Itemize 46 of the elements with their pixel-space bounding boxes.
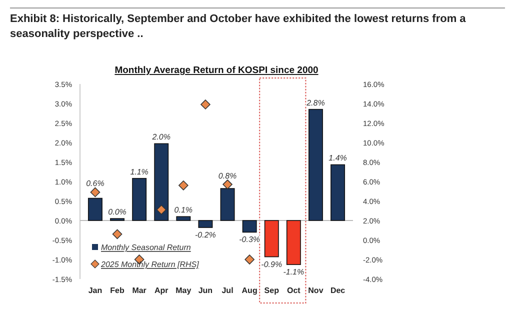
bar [308, 108, 323, 221]
point [178, 180, 188, 190]
data-label: -0.3% [239, 235, 260, 244]
data-label: 0.8% [218, 171, 237, 180]
point [90, 187, 100, 198]
legend-label: 2025 Monthly Return [RHS] [100, 260, 200, 269]
point [222, 180, 232, 190]
bar [132, 178, 147, 221]
data-label: 2.8% [306, 98, 325, 108]
data-label: 0.0% [108, 208, 126, 217]
x-tick-label: Jan [88, 286, 102, 295]
point [244, 254, 254, 264]
data-label: -0.2% [195, 230, 216, 240]
chart-title: Exhibit 8: Historically, September and October have exhibited the lowest returns from a seasonality perspective .. [10, 13, 467, 40]
x-tick-label: Jun [198, 286, 213, 295]
x-tick-label: Sep [264, 286, 280, 295]
data-label: 1.4% [328, 154, 347, 163]
bar [198, 220, 213, 228]
bar [220, 188, 235, 221]
bar [286, 220, 301, 265]
data-label: 0.6% [86, 179, 104, 188]
data-label: 2.0% [151, 132, 170, 142]
bar [330, 164, 346, 221]
bar [154, 143, 169, 221]
x-tick-label: Feb [110, 286, 124, 295]
bar [88, 198, 102, 221]
legend-label: Monthly Seasonal Return [101, 243, 192, 252]
data-label: -0.9% [261, 260, 282, 269]
x-tick-label: Oct [287, 286, 301, 295]
point [156, 204, 166, 215]
x-tick-label: Jul [222, 286, 234, 295]
x-tick-label: Mar [132, 286, 146, 295]
x-tick-label: Apr [154, 286, 168, 295]
bar [242, 220, 257, 233]
bar [264, 220, 279, 258]
data-label: 0.1% [174, 206, 193, 215]
chart-subtitle: Monthly Average Return of KOSPI since 2000 [114, 65, 318, 76]
data-label: 1.1% [130, 167, 148, 176]
x-tick-label: Nov [308, 286, 324, 295]
point [112, 229, 122, 240]
point [200, 100, 210, 110]
x-tick-label: Dec [330, 286, 346, 295]
x-tick-label: Aug [242, 286, 258, 295]
x-tick-label: May [176, 286, 192, 295]
data-label: -1.1% [283, 268, 304, 277]
bar [176, 216, 191, 221]
